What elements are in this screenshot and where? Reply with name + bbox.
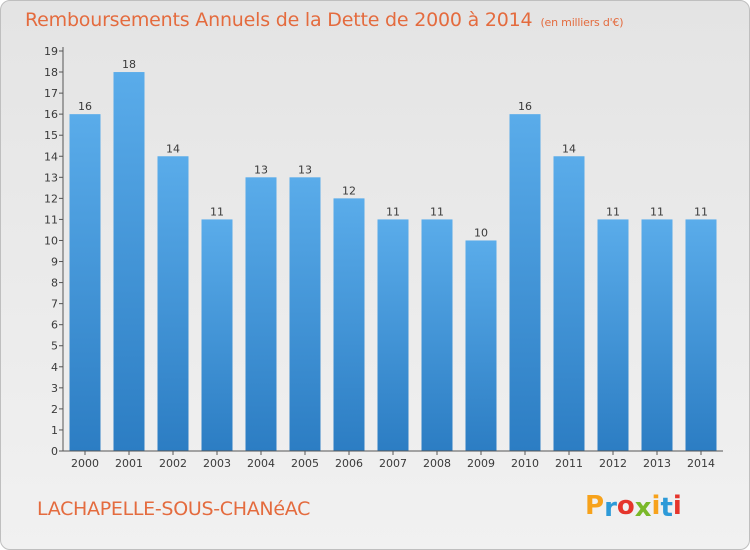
logo-letter: i [651,491,661,521]
y-tick-label: 19 [44,45,58,58]
logo-letter: x [634,493,652,523]
bar-2007[interactable] [377,219,409,451]
logo-letter: P [585,491,605,521]
x-tick-label-2011: 2011 [555,457,583,470]
y-tick-label: 7 [51,298,58,311]
y-tick-label: 6 [51,319,58,332]
y-tick-label: 4 [51,361,58,374]
y-tick-label: 17 [44,87,58,100]
bar-2003[interactable] [201,219,233,451]
bar-2013[interactable] [641,219,673,451]
y-tick-label: 10 [44,234,58,247]
data-label-2004: 13 [254,163,268,176]
data-label-2012: 11 [606,205,620,218]
logo-letter: i [672,491,682,521]
data-label-2006: 12 [342,184,356,197]
data-label-2003: 11 [210,205,224,218]
bar-2006[interactable] [333,198,365,451]
chart-title: Remboursements Annuels de la Dette de 20… [25,9,624,31]
x-tick-label-2002: 2002 [159,457,187,470]
x-tick-label-2009: 2009 [467,457,495,470]
y-tick-label: 14 [44,150,58,163]
bar-2004[interactable] [245,177,277,451]
y-tick-label: 11 [44,213,58,226]
bar-2011[interactable] [553,156,585,451]
bar-2001[interactable] [113,72,145,451]
logo-letter: r [604,493,617,523]
bar-2009[interactable] [465,240,497,451]
bars [69,72,717,451]
data-label-2002: 14 [166,142,180,155]
logo-letter: o [616,491,635,521]
chart-subtitle: (en milliers d'€) [540,16,624,29]
logo-letter: t [660,493,673,523]
y-tick-label: 12 [44,192,58,205]
proxiti-logo[interactable]: Proxiti [585,491,682,523]
x-tick-label-2008: 2008 [423,457,451,470]
x-tick-label-2005: 2005 [291,457,319,470]
x-tick-label-2007: 2007 [379,457,407,470]
y-tick-label: 3 [51,382,58,395]
data-label-2011: 14 [562,142,576,155]
y-tick-label: 18 [44,66,58,79]
bar-2002[interactable] [157,156,189,451]
y-tick-label: 9 [51,256,58,269]
x-tick-label-2004: 2004 [247,457,275,470]
x-tick-label-2006: 2006 [335,457,363,470]
y-tick-label: 2 [51,403,58,416]
data-label-2010: 16 [518,100,532,113]
y-tick-label: 0 [51,445,58,458]
data-label-2008: 11 [430,205,444,218]
bar-2012[interactable] [597,219,629,451]
x-tick-label-2013: 2013 [643,457,671,470]
x-tick-label-2010: 2010 [511,457,539,470]
x-tick-label-2000: 2000 [71,457,99,470]
x-tick-label-2001: 2001 [115,457,143,470]
y-tick-label: 5 [51,340,58,353]
data-label-2013: 11 [650,205,664,218]
data-label-2005: 13 [298,163,312,176]
bar-2010[interactable] [509,114,541,451]
bar-2005[interactable] [289,177,321,451]
x-tick-label-2014: 2014 [687,457,715,470]
data-labels: 16 18 14 11 13 13 12 11 11 10 16 14 11 11 11 [78,58,708,239]
bar-2000[interactable] [69,114,101,451]
data-label-2014: 11 [694,205,708,218]
x-axis: 2000 2001 2002 2003 2004 2005 2006 2007 2008 2009… [63,450,723,470]
x-tick-label-2003: 2003 [203,457,231,470]
y-tick-label: 1 [51,424,58,437]
data-label-2000: 16 [78,100,92,113]
y-tick-label: 16 [44,108,58,121]
commune-name: LACHAPELLE-SOUS-CHANéAC [37,498,311,520]
y-tick-label: 13 [44,171,58,184]
x-tick-label-2012: 2012 [599,457,627,470]
y-tick-label: 8 [51,277,58,290]
bar-2014[interactable] [685,219,717,451]
bar-2008[interactable] [421,219,453,451]
y-tick-label: 15 [44,129,58,142]
data-label-2001: 18 [122,58,136,71]
data-label-2009: 10 [474,226,488,239]
data-label-2007: 11 [386,205,400,218]
